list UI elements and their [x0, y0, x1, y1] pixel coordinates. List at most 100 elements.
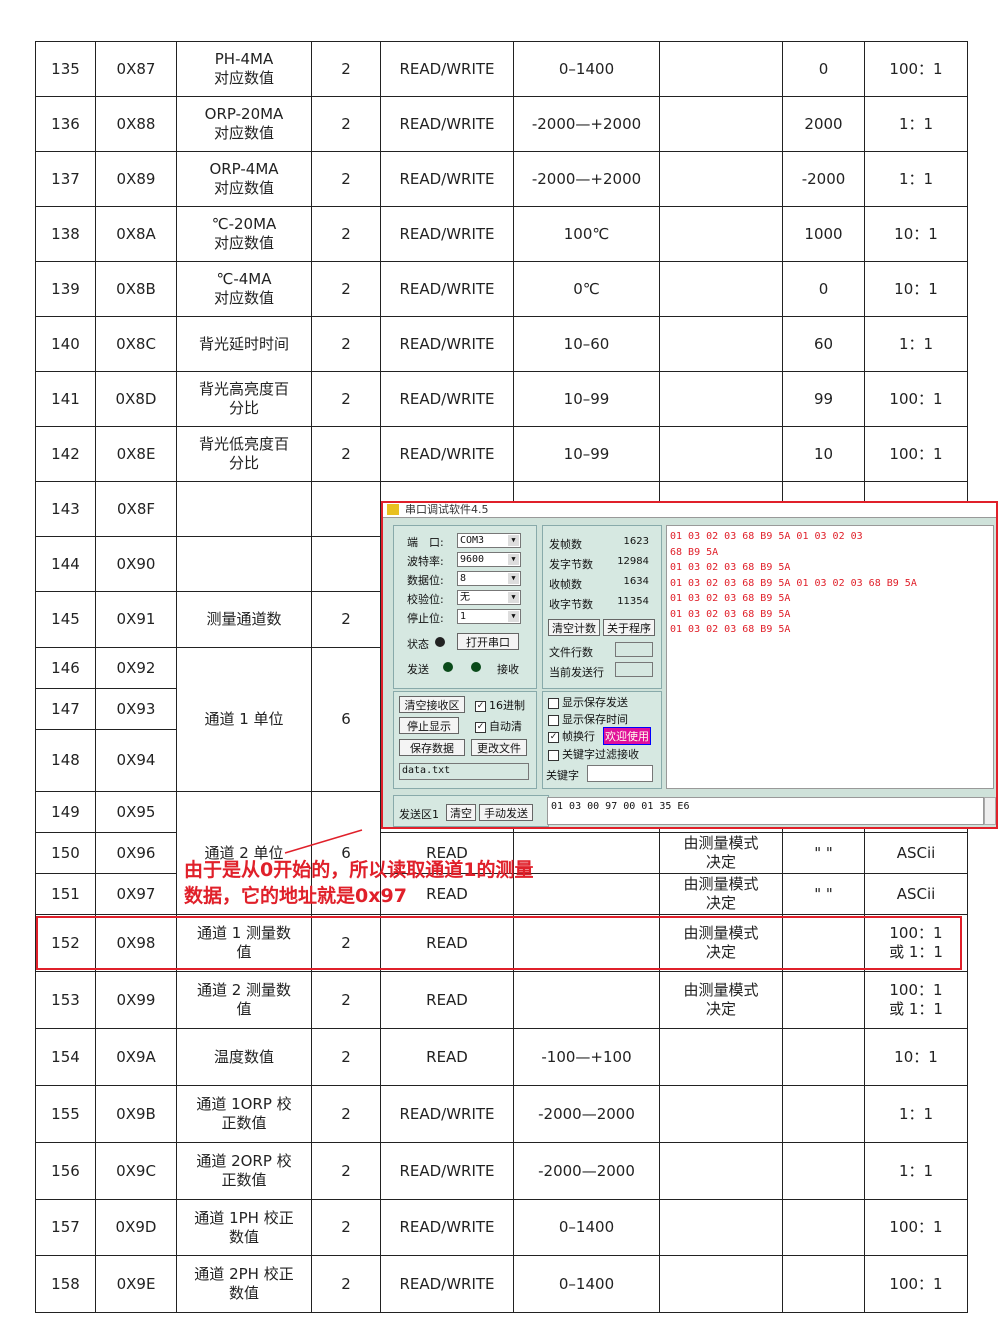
file-field[interactable]: data.txt	[399, 763, 529, 780]
empty-cell	[177, 482, 312, 537]
cell-ratio: 10：1	[865, 262, 968, 317]
show-save-time-checkbox[interactable]: 显示保存时间	[548, 711, 628, 727]
change-file-button[interactable]: 更改文件	[471, 739, 527, 756]
show-save-send-checkbox[interactable]: 显示保存发送	[548, 694, 628, 710]
counter-panel	[542, 525, 662, 689]
keyword-field[interactable]	[587, 765, 653, 782]
empty-cell	[312, 482, 381, 537]
cell-ratio: 100：1	[865, 427, 968, 482]
cell-no: 144	[36, 537, 96, 592]
file-lines-field[interactable]	[615, 642, 653, 657]
cell-range: -2000—2000	[514, 1143, 660, 1200]
cell-ratio: 100：1	[865, 1200, 968, 1256]
empty-cell	[660, 97, 783, 152]
cell-default: 60	[783, 317, 865, 372]
cell-bytes: 2	[312, 372, 381, 427]
cell-range: -2000—2000	[514, 1086, 660, 1143]
scrollbar[interactable]	[984, 797, 996, 825]
cell-bytes: 2	[312, 207, 381, 262]
cell-default: " "	[783, 874, 865, 915]
receive-line: 01 03 02 03 68 B9 5A	[670, 593, 791, 604]
receive-label: 接收	[497, 663, 519, 676]
setting-select[interactable]: 8 ▼	[457, 571, 521, 586]
save-data-button[interactable]: 保存数据	[399, 739, 465, 756]
cell-addr: 0X92	[96, 648, 177, 689]
empty-cell	[660, 262, 783, 317]
clear-count-button[interactable]: 清空计数	[548, 619, 600, 636]
cell-bytes: 2	[312, 152, 381, 207]
receive-line: 01 03 02 03 68 B9 5A	[670, 562, 791, 573]
send-area[interactable]: 01 03 00 97 00 01 35 E6	[547, 797, 984, 825]
cell-rw: READ	[381, 1029, 514, 1086]
setting-select[interactable]: 9600 ▼	[457, 552, 521, 567]
empty-cell	[783, 1029, 865, 1086]
frame-newline-label: 帧换行	[562, 730, 595, 743]
cell-no: 152	[36, 915, 96, 972]
cell-no: 156	[36, 1143, 96, 1200]
empty-cell	[783, 1256, 865, 1313]
cell-range: 10–99	[514, 372, 660, 427]
empty-cell	[660, 42, 783, 97]
cell-name: 通道 2ORP 校 正数值	[177, 1143, 312, 1200]
cell-name: ORP-20MA 对应数值	[177, 97, 312, 152]
receive-line: 01 03 02 03 68 B9 5A 01 03 02 03	[670, 531, 863, 542]
cell-range: 100℃	[514, 207, 660, 262]
setting-select[interactable]: 1 ▼	[457, 609, 521, 624]
empty-cell	[660, 1143, 783, 1200]
cell-default: 0	[783, 262, 865, 317]
cell-range: 0–1400	[514, 1256, 660, 1313]
cell-name: 背光延时时间	[177, 317, 312, 372]
about-button[interactable]: 关于程序	[603, 619, 655, 636]
serial-window: 串口调试软件4.5 状态 打开串口 发送 接收 清空计数 关于程序 文件行数 当…	[381, 501, 998, 829]
cell-rw: READ/WRITE	[381, 1086, 514, 1143]
receive-line: 01 03 02 03 68 B9 5A	[670, 608, 791, 620]
empty-cell	[783, 1143, 865, 1200]
cell-ratio: 1：1	[865, 1143, 968, 1200]
cell-bytes: 2	[312, 97, 381, 152]
cell-no: 150	[36, 833, 96, 874]
clear-receive-button[interactable]: 清空接收区	[399, 696, 465, 713]
clear-button[interactable]: 清空	[446, 804, 476, 821]
empty-cell	[177, 537, 312, 592]
cell-no: 139	[36, 262, 96, 317]
cell-ratio: 1：1	[865, 97, 968, 152]
cell-ratio: 1：1	[865, 317, 968, 372]
cell-addr: 0X94	[96, 730, 177, 792]
counter-label: 发帧数	[549, 538, 582, 551]
cell-default: 10	[783, 427, 865, 482]
cell-addr: 0X8F	[96, 482, 177, 537]
cell-no: 158	[36, 1256, 96, 1313]
counter-label: 发字节数	[549, 558, 593, 571]
keyword-filter-checkbox[interactable]: 关键字过滤接收	[548, 746, 639, 762]
cell-bytes: 2	[312, 1200, 381, 1256]
hex-checkbox[interactable]: ✓ 16进制	[475, 699, 525, 712]
cell-no: 136	[36, 97, 96, 152]
send-label: 发送	[407, 663, 429, 676]
cell-rw: READ/WRITE	[381, 372, 514, 427]
setting-select[interactable]: 无 ▼	[457, 590, 521, 605]
empty-cell	[660, 152, 783, 207]
cell-no: 138	[36, 207, 96, 262]
cell-addr: 0X91	[96, 592, 177, 648]
manual-send-button[interactable]: 手动发送	[479, 804, 533, 821]
cell-no: 143	[36, 482, 96, 537]
cell-addr: 0X9E	[96, 1256, 177, 1313]
cell-addr: 0X8B	[96, 262, 177, 317]
cell-addr: 0X99	[96, 972, 177, 1029]
cell-range: 0–1400	[514, 42, 660, 97]
cell-bytes: 2	[312, 427, 381, 482]
cell-rw: READ	[381, 833, 514, 874]
cell-addr: 0X8A	[96, 207, 177, 262]
file-lines-label: 文件行数	[549, 646, 593, 659]
cell-mode: 由测量模式 决定	[660, 874, 783, 915]
dropdown-arrow: ▼	[508, 592, 519, 603]
frame-newline-checkbox[interactable]: ✓ 帧换行	[548, 730, 595, 743]
stop-display-button[interactable]: 停止显示	[399, 717, 459, 734]
setting-select[interactable]: COM3 ▼	[457, 533, 521, 548]
auto-clear-checkbox[interactable]: ✓ 自动清	[475, 720, 522, 733]
cell-no: 157	[36, 1200, 96, 1256]
app-icon	[387, 504, 399, 515]
current-line-field[interactable]	[615, 662, 653, 677]
open-port-button[interactable]: 打开串口	[457, 633, 519, 650]
